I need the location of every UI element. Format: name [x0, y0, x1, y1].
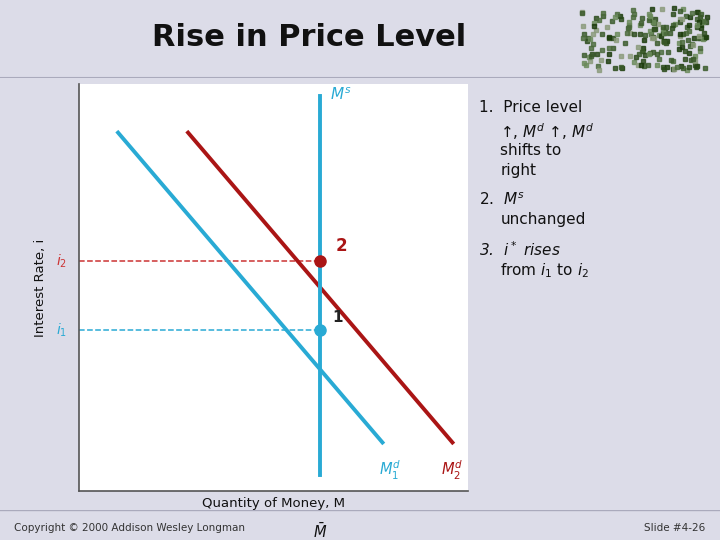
Text: $M_1^d$: $M_1^d$ — [379, 458, 401, 482]
Text: Rise in Price Level: Rise in Price Level — [153, 23, 467, 52]
Text: Slide #4-26: Slide #4-26 — [644, 523, 706, 533]
Text: $\bar{M}$: $\bar{M}$ — [313, 522, 328, 540]
Text: unchanged: unchanged — [500, 212, 586, 227]
Text: $M_2^d$: $M_2^d$ — [441, 458, 463, 482]
Text: from $i_1$ to $i_2$: from $i_1$ to $i_2$ — [500, 261, 590, 280]
Text: right: right — [500, 163, 536, 178]
X-axis label: Quantity of Money, M: Quantity of Money, M — [202, 497, 345, 510]
Text: 1: 1 — [332, 310, 343, 325]
Text: $i_2$: $i_2$ — [56, 252, 68, 270]
Text: 2.  $M^s$: 2. $M^s$ — [479, 192, 525, 208]
Text: 1.  Price level: 1. Price level — [479, 100, 582, 115]
Text: ↑, $M^d$ ↑, $M^d$: ↑, $M^d$ ↑, $M^d$ — [500, 122, 595, 142]
Text: shifts to: shifts to — [500, 143, 562, 158]
Text: 3.  $i^*$ rises: 3. $i^*$ rises — [479, 240, 561, 259]
Text: 2: 2 — [336, 237, 348, 255]
Text: $M^s$: $M^s$ — [330, 86, 351, 103]
Text: Interest Rate, i: Interest Rate, i — [34, 239, 47, 336]
Text: Copyright © 2000 Addison Wesley Longman: Copyright © 2000 Addison Wesley Longman — [14, 523, 246, 533]
Text: $i_1$: $i_1$ — [56, 322, 68, 339]
